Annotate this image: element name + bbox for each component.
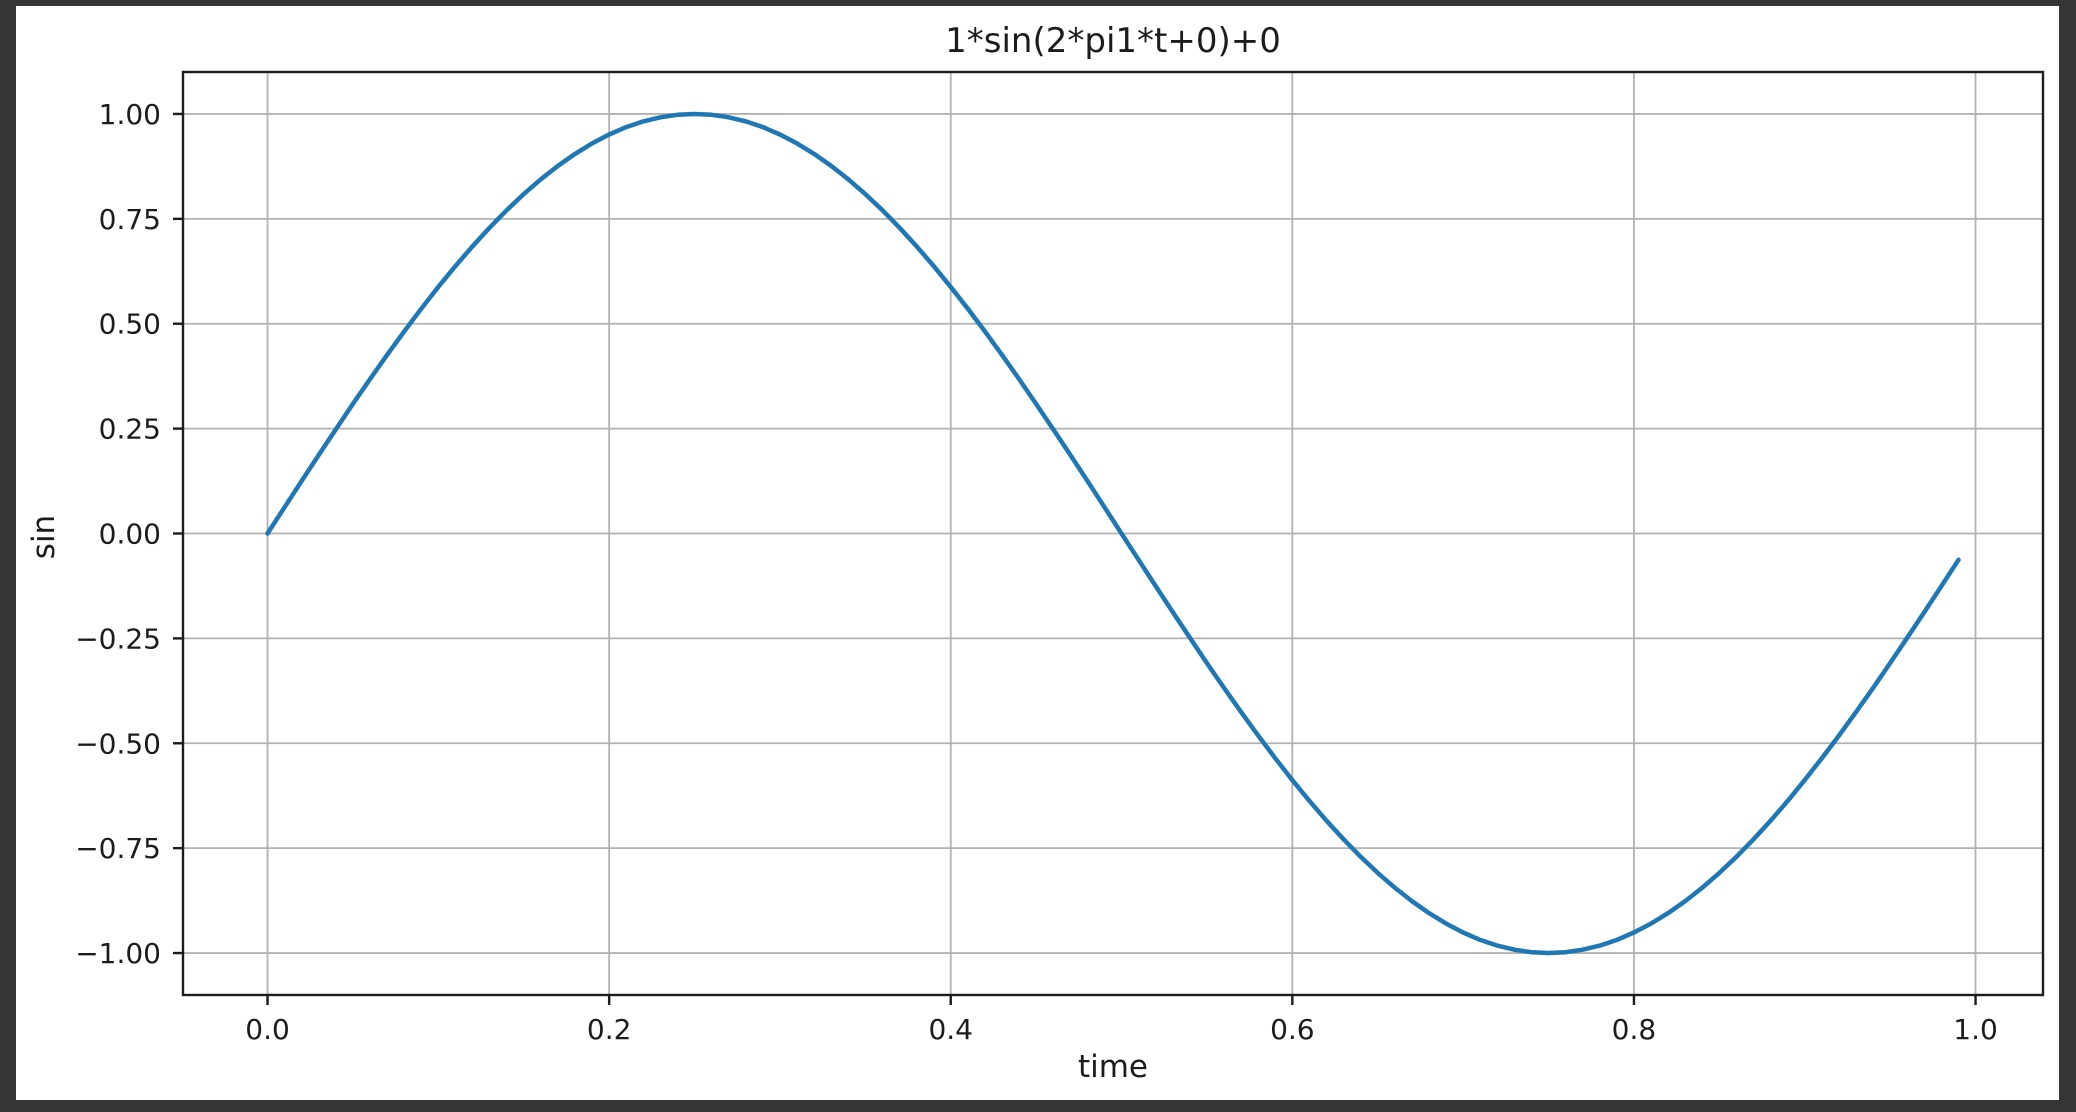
x-tick-label: 1.0 xyxy=(1953,1013,1998,1046)
y-tick-labels: −1.00 −0.75 −0.50 −0.25 0.00 0.25 0.50 0.75 1.00 xyxy=(75,98,161,970)
x-tick-labels: 0.0 0.2 0.4 0.6 0.8 1.0 xyxy=(245,1013,1998,1046)
y-tick-label: −1.00 xyxy=(75,937,161,970)
axis-ticks xyxy=(173,112,1977,1005)
sine-plot: 0.0 0.2 0.4 0.6 0.8 1.0 −1.00 −0.75 −0.50 −0.25 0… xyxy=(26,21,2045,1085)
y-tick-label: 0.00 xyxy=(99,518,161,551)
y-axis-label: sin xyxy=(26,515,62,559)
gridlines xyxy=(183,72,2043,995)
y-tick-label: 0.25 xyxy=(99,413,161,446)
y-tick-label: −0.25 xyxy=(75,622,161,655)
y-tick-label: −0.50 xyxy=(75,727,161,760)
x-tick-label: 0.2 xyxy=(587,1013,632,1046)
y-tick-label: 1.00 xyxy=(99,98,161,131)
y-tick-label: −0.75 xyxy=(75,832,161,865)
x-tick-label: 0.8 xyxy=(1612,1013,1657,1046)
chart-title: 1*sin(2*pi1*t+0)+0 xyxy=(945,21,1281,61)
x-axis-label: time xyxy=(1078,1049,1148,1085)
y-tick-label: 0.50 xyxy=(99,308,161,341)
sine-curve xyxy=(265,111,1961,956)
x-tick-label: 0.6 xyxy=(1270,1013,1315,1046)
figure-canvas: 0.0 0.2 0.4 0.6 0.8 1.0 −1.00 −0.75 −0.50 −0.25 0… xyxy=(16,6,2059,1100)
y-tick-label: 0.75 xyxy=(99,203,161,236)
x-tick-label: 0.0 xyxy=(245,1013,290,1046)
x-tick-label: 0.4 xyxy=(928,1013,973,1046)
